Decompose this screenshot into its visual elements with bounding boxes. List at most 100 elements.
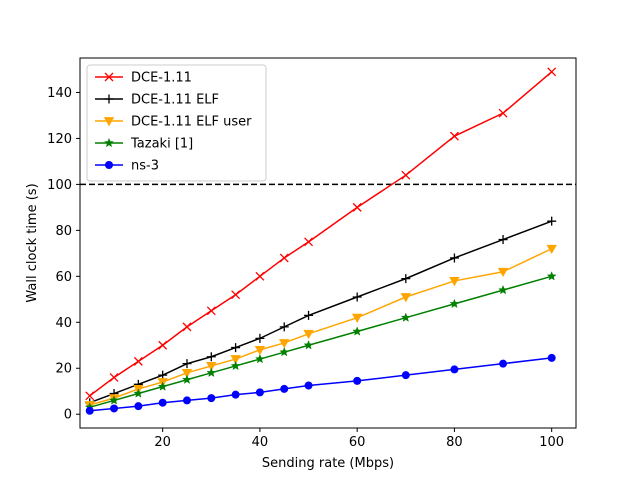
legend-box <box>86 64 267 182</box>
series-1 <box>85 216 557 408</box>
data-point <box>206 352 216 362</box>
data-point <box>182 359 192 369</box>
data-point <box>255 271 265 281</box>
legend-label: DCE-1.11 <box>131 71 192 86</box>
y-tick-label: 40 <box>55 316 72 331</box>
data-point <box>279 346 290 357</box>
data-point <box>255 333 265 343</box>
legend-marker <box>104 94 114 104</box>
data-point <box>303 340 314 350</box>
legend-marker <box>104 137 114 148</box>
series-line <box>89 248 553 406</box>
data-point <box>158 340 168 350</box>
data-point <box>134 402 143 411</box>
legend-label: ns-3 <box>131 159 159 174</box>
legend-entry: DCE-1.11 <box>95 71 192 86</box>
y-tick-label: 120 <box>47 132 72 147</box>
data-point <box>85 391 95 401</box>
x-tick-label: 60 <box>349 435 366 450</box>
legend-label: DCE-1.11 ELF user <box>131 115 252 130</box>
axes-frame <box>79 57 577 429</box>
y-tick-label: 140 <box>47 86 72 101</box>
data-point <box>231 390 240 399</box>
data-point <box>547 67 557 77</box>
data-point <box>231 343 241 353</box>
series-2 <box>84 244 557 411</box>
data-point <box>110 404 119 413</box>
data-point <box>352 292 362 302</box>
y-axis-label: Wall clock time (s) <box>25 183 40 302</box>
legend-label: DCE-1.11 ELF <box>131 93 219 108</box>
data-point <box>401 371 410 380</box>
x-tick-label: 40 <box>252 435 269 450</box>
data-point <box>547 353 556 362</box>
x-tick-label: 80 <box>446 435 463 450</box>
series-3 <box>84 271 557 412</box>
x-axis-label: Sending rate (Mbps) <box>262 456 394 471</box>
data-point <box>449 253 459 263</box>
data-point <box>401 170 411 180</box>
data-point <box>109 395 119 405</box>
data-point <box>352 202 362 212</box>
data-point <box>498 235 508 245</box>
data-point <box>182 396 191 405</box>
data-point <box>230 360 241 371</box>
legend: DCE-1.11 DCE-1.11 ELF DCE-1.11 ELF user Taz… <box>86 64 267 182</box>
data-point <box>182 374 192 384</box>
legend-entry: Tazaki [1] <box>95 137 193 152</box>
data-point <box>304 310 314 320</box>
data-point <box>498 108 508 118</box>
x-tick-label: 100 <box>539 435 564 450</box>
data-point <box>181 368 193 379</box>
data-point <box>449 131 459 141</box>
y-tick-label: 20 <box>55 362 72 377</box>
legend-marker <box>105 161 113 169</box>
legend-entry: ns-3 <box>95 159 159 174</box>
data-point <box>449 298 460 309</box>
data-point <box>207 394 216 403</box>
data-point <box>231 290 241 300</box>
legend-entry: DCE-1.11 ELF user <box>95 115 252 130</box>
y-tick-label: 100 <box>47 178 72 193</box>
data-point <box>546 244 557 255</box>
data-point <box>304 237 314 247</box>
data-point <box>254 353 265 364</box>
data-point <box>279 253 289 263</box>
y-tick-label: 0 <box>64 408 72 423</box>
data-point <box>133 388 144 398</box>
data-point <box>206 362 217 372</box>
data-point <box>303 329 314 340</box>
series-0 <box>85 67 557 401</box>
data-point <box>497 267 509 278</box>
data-point <box>85 406 94 415</box>
data-point <box>353 376 362 385</box>
data-point <box>400 312 411 322</box>
legend-entry: DCE-1.11 ELF <box>95 93 219 108</box>
legend-marker <box>104 72 114 82</box>
data-point <box>449 277 460 287</box>
data-point <box>230 355 241 365</box>
data-point <box>157 381 168 391</box>
data-point <box>133 356 143 366</box>
x-axis: 20 40 60 80 100 <box>154 428 564 450</box>
series-4 <box>85 353 556 415</box>
data-point <box>499 359 508 368</box>
data-point <box>206 306 216 316</box>
legend-marker <box>103 117 115 127</box>
data-point <box>352 326 363 336</box>
data-point <box>400 293 411 303</box>
data-point <box>280 384 289 393</box>
data-point <box>254 345 266 356</box>
data-point <box>279 339 290 349</box>
data-point <box>206 367 217 378</box>
data-point <box>158 398 167 407</box>
data-point <box>109 372 119 382</box>
data-point <box>255 388 264 397</box>
x-tick-label: 20 <box>154 435 171 450</box>
data-point <box>498 284 509 295</box>
y-axis: 0 20 40 60 80 100 120 140 <box>47 86 80 423</box>
data-point <box>401 274 411 284</box>
data-point <box>279 322 289 332</box>
data-point <box>304 381 313 390</box>
